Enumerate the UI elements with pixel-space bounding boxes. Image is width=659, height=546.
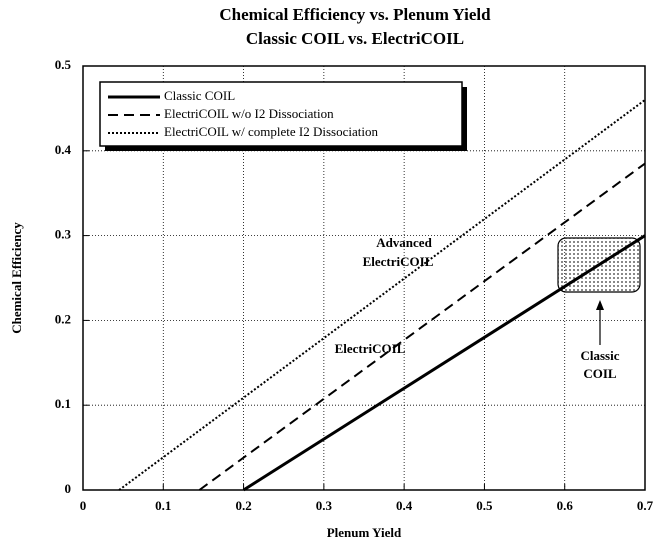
y-tick-label: 0.5: [55, 57, 72, 72]
annotation: Classic: [581, 348, 620, 363]
x-tick-label: 0.3: [316, 498, 333, 513]
series-line: [242, 234, 646, 492]
annotation: ElectriCOIL: [335, 341, 406, 356]
arrow-head: [596, 300, 604, 310]
x-tick-label: 0.2: [235, 498, 251, 513]
y-tick-label: 0: [65, 481, 72, 496]
x-tick-label: 0.5: [476, 498, 493, 513]
legend-box: [99, 81, 463, 147]
series-line: [198, 162, 646, 491]
legend-label: ElectriCOIL w/o I2 Dissociation: [164, 106, 334, 121]
chart-title: Chemical Efficiency vs. Plenum Yield: [219, 5, 491, 24]
x-tick-label: 0: [80, 498, 87, 513]
y-tick-label: 0.2: [55, 311, 71, 326]
legend-label: Classic COIL: [164, 88, 235, 103]
annotation: Advanced: [376, 235, 432, 250]
y-tick-label: 0.4: [55, 142, 72, 157]
legend-label: ElectriCOIL w/ complete I2 Dissociation: [164, 124, 378, 139]
x-tick-label: 0.7: [637, 498, 654, 513]
y-axis-label: Chemical Efficiency: [9, 222, 24, 334]
chart-subtitle: Classic COIL vs. ElectriCOIL: [246, 29, 464, 48]
x-axis-label: Plenum Yield: [327, 525, 402, 540]
annotation: ElectriCOIL: [363, 254, 434, 269]
y-tick-label: 0.1: [55, 396, 71, 411]
plot-frame: [82, 65, 646, 491]
x-tick-label: 0.1: [155, 498, 171, 513]
x-tick-label: 0.4: [396, 498, 413, 513]
x-tick-label: 0.6: [557, 498, 574, 513]
y-tick-label: 0.3: [55, 227, 72, 242]
annotation: COIL: [583, 366, 617, 381]
series-line: [118, 99, 646, 491]
